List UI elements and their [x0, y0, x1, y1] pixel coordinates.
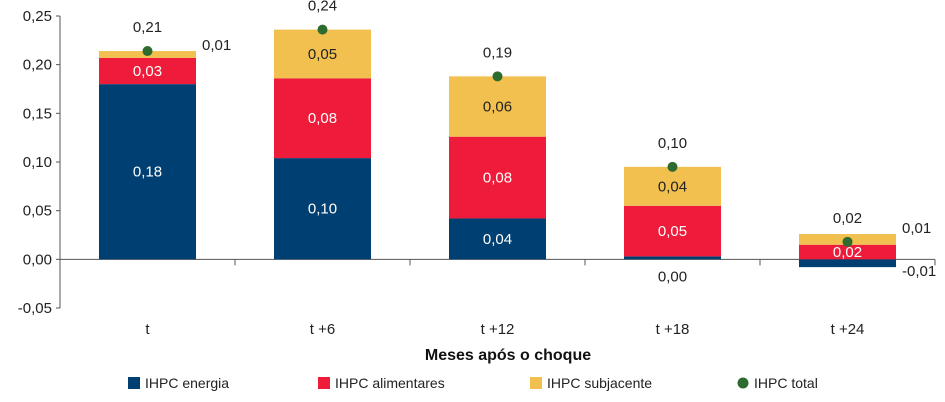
- segment-label: 0,18: [133, 164, 162, 181]
- segment-label: 0,08: [483, 170, 512, 187]
- total-point: [842, 236, 853, 247]
- segment-label: 0,01: [902, 220, 931, 237]
- x-axis-title: Meses após o choque: [425, 347, 591, 364]
- x-tick-label: t +18: [656, 321, 690, 338]
- segment-label: 0,00: [658, 268, 687, 285]
- bar-segment: [449, 136, 546, 219]
- x-tick-label: t: [145, 321, 150, 338]
- bar-segment: [799, 244, 896, 260]
- y-tick-label: 0,00: [23, 251, 52, 268]
- segment-label: 0,08: [308, 110, 337, 127]
- segment-label: 0,01: [202, 37, 231, 54]
- segment-label: -0,01: [902, 263, 936, 280]
- total-point: [667, 161, 678, 172]
- x-tick-label: t +6: [310, 321, 335, 338]
- legend-swatch: [128, 377, 140, 389]
- total-point: [142, 46, 153, 57]
- bar-segment: [99, 84, 196, 260]
- legend-swatch: [530, 377, 542, 389]
- total-label: 0,24: [308, 0, 337, 15]
- segment-label: 0,04: [658, 178, 687, 195]
- y-tick-label: -0,05: [18, 300, 52, 317]
- bar-segment: [449, 218, 546, 260]
- bar-segment: [624, 256, 721, 260]
- x-tick-label: t +12: [481, 321, 515, 338]
- legend-label: IHPC subjacente: [547, 375, 652, 391]
- segment-label: 0,06: [483, 99, 512, 116]
- legend-label: IHPC alimentares: [335, 375, 445, 391]
- bar-segment: [99, 57, 196, 85]
- legend-swatch: [737, 377, 749, 389]
- x-tick-label: t +24: [831, 321, 865, 338]
- total-point: [317, 24, 328, 35]
- segment-label: 0,02: [833, 244, 862, 261]
- segment-label: 0,05: [308, 46, 337, 63]
- y-tick-label: 0,10: [23, 154, 52, 171]
- y-axis: -0,05 0,00 0,05 0,10 0,15 0,20 0,25: [18, 8, 61, 317]
- x-axis: t t +6 t +12 t +18 t +24: [60, 258, 936, 338]
- bar-segment: [274, 78, 371, 159]
- bar-segment: [274, 158, 371, 260]
- segment-label: 0,04: [483, 231, 512, 248]
- legend-label: IHPC energia: [145, 375, 229, 391]
- legend-label: IHPC total: [754, 375, 818, 391]
- bar-segment: [624, 166, 721, 206]
- total-label: 0,21: [133, 19, 162, 36]
- bar-segment: [799, 259, 896, 268]
- bar-segment: [274, 29, 371, 79]
- segment-label: 0,03: [133, 63, 162, 80]
- legend: IHPC energia IHPC alimentares IHPC subjace…: [128, 375, 818, 391]
- legend-swatch: [318, 377, 330, 389]
- segment-label: 0,10: [308, 201, 337, 218]
- bar-segment: [449, 76, 546, 137]
- y-tick-label: 0,05: [23, 203, 52, 220]
- bar-segment: [624, 205, 721, 257]
- total-label: 0,10: [658, 135, 687, 152]
- total-point: [492, 71, 503, 82]
- y-tick-label: 0,20: [23, 57, 52, 74]
- y-tick-label: 0,15: [23, 105, 52, 122]
- total-points: 0,21 0,24 0,19 0,10 0,02: [133, 0, 862, 247]
- total-label: 0,02: [833, 210, 862, 227]
- data-labels: 0,18 0,10 0,04 0,00 -0,01 0,03 0,08 0,08 0,05 0,0…: [133, 37, 936, 285]
- total-label: 0,19: [483, 44, 512, 61]
- segment-label: 0,05: [658, 223, 687, 240]
- y-tick-label: 0,25: [23, 8, 52, 25]
